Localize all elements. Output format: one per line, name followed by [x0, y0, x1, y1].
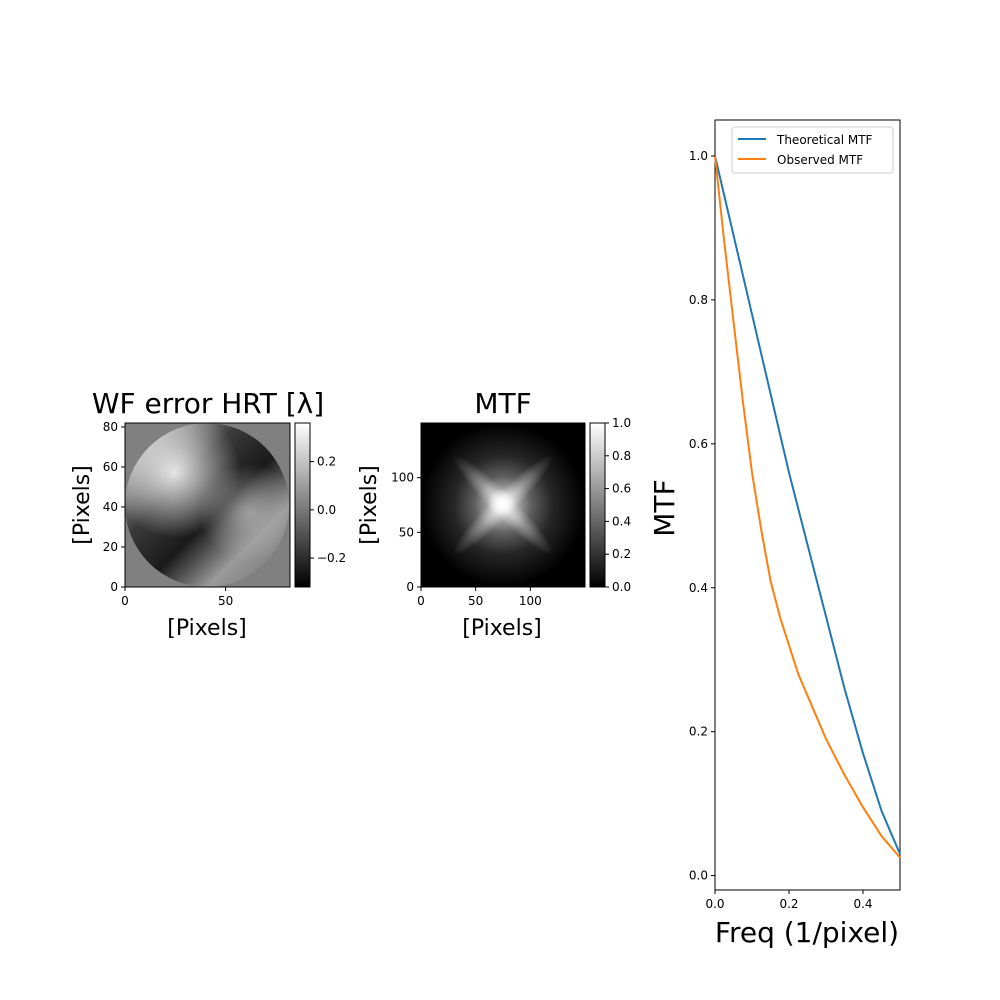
- mtf-colorbar: [589, 422, 606, 588]
- line-y-tick-label: 0.0: [689, 869, 708, 883]
- mtf-x-tick-label: 0: [417, 594, 425, 608]
- line-axes-frame: [714, 119, 901, 891]
- wf-title: WF error HRT [λ]: [92, 387, 324, 420]
- wf-aperture: [125, 423, 289, 587]
- wf-x-ticks: 0 50: [121, 587, 233, 608]
- legend: Theoretical MTF Observed MTF: [731, 126, 894, 174]
- wf-ylabel: [Pixels]: [70, 465, 95, 545]
- mtf-center-peak: [488, 489, 516, 517]
- mtf-line-panel: 0.0 0.2 0.4 0.0 0.2 0.4 0.6 0.8 1.0 Freq (1/pix…: [648, 119, 901, 949]
- wf-axes-frame: [124, 422, 291, 588]
- wf-y-tick-label: 0: [110, 580, 118, 594]
- mtf-cb-tick-label: 0.8: [612, 449, 631, 463]
- wf-y-tick-label: 80: [103, 420, 118, 434]
- line-xlabel: Freq (1/pixel): [715, 916, 899, 949]
- mtf-colorbar-ticks: 0.0 0.2 0.4 0.6 0.8 1.0: [605, 416, 631, 594]
- mtf-cb-tick-label: 1.0: [612, 416, 631, 430]
- mtf-y-ticks: 0 50 100: [391, 471, 421, 594]
- line-x-tick-label: 0.4: [853, 897, 872, 911]
- line-y-tick-label: 0.8: [689, 293, 708, 307]
- wf-cb-tick-label: 0.0: [317, 503, 336, 517]
- mtf-ylabel: [Pixels]: [357, 465, 382, 545]
- wf-y-tick-label: 60: [103, 460, 118, 474]
- line-y-tick-label: 0.2: [689, 725, 708, 739]
- mtf-xlabel: [Pixels]: [462, 616, 542, 641]
- legend-box: [731, 126, 894, 174]
- wf-colorbar: [294, 422, 311, 588]
- line-y-tick-label: 0.4: [689, 581, 708, 595]
- mtf-axes-frame: [420, 422, 586, 588]
- wf-y-tick-label: 40: [103, 500, 118, 514]
- line-series-group: [714, 155, 901, 859]
- legend-label-theoretical: Theoretical MTF: [776, 133, 873, 147]
- line-y-ticks: 0.0 0.2 0.4 0.6 0.8 1.0: [689, 149, 715, 883]
- wf-cb-tick-label: 0.2: [317, 455, 336, 469]
- wf-cb-tick-label: −0.2: [317, 551, 346, 565]
- wf-xlabel: [Pixels]: [167, 616, 247, 641]
- mtf-x-ticks: 0 50 100: [417, 587, 542, 608]
- mtf-cb-tick-label: 0.6: [612, 482, 631, 496]
- line-y-tick-label: 0.6: [689, 437, 708, 451]
- wf-x-tick-label: 0: [121, 594, 129, 608]
- wf-y-ticks: 0 20 40 60 80: [103, 420, 125, 594]
- line-y-tick-label: 1.0: [689, 149, 708, 163]
- line-x-ticks: 0.0 0.2 0.4: [705, 890, 873, 911]
- mtf-title: MTF: [474, 387, 531, 420]
- mtf-y-tick-label: 100: [391, 471, 414, 485]
- mtf-y-tick-label: 0: [406, 580, 414, 594]
- line-x-tick-label: 0.2: [779, 897, 798, 911]
- line-x-tick-label: 0.0: [705, 897, 724, 911]
- wf-y-tick-label: 20: [103, 540, 118, 554]
- mtf-x-tick-label: 100: [519, 594, 542, 608]
- mtf-y-tick-label: 50: [399, 525, 414, 539]
- wf-x-tick-label: 50: [218, 594, 233, 608]
- series-line-observed-mtf: [714, 155, 901, 859]
- mtf-cb-tick-label: 0.4: [612, 514, 631, 528]
- mtf-cb-tick-label: 0.2: [612, 547, 631, 561]
- line-ylabel: MTF: [648, 479, 681, 536]
- series-line-theoretical-mtf: [714, 155, 901, 855]
- mtf-x-tick-label: 50: [468, 594, 483, 608]
- mtf-cb-tick-label: 0.0: [612, 580, 631, 594]
- wf-colorbar-ticks: −0.2 0.0 0.2: [310, 455, 346, 565]
- legend-label-observed: Observed MTF: [777, 153, 863, 167]
